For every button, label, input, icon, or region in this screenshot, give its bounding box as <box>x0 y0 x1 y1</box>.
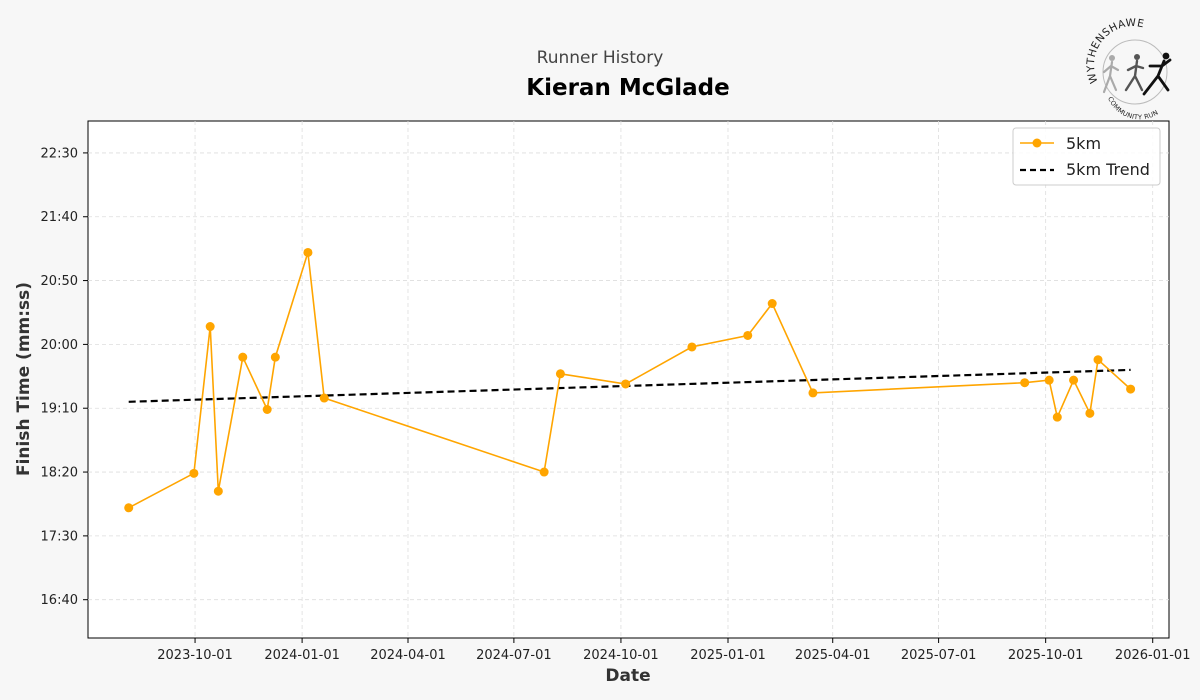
x-axis-label: Date <box>605 666 650 686</box>
data-point <box>1052 412 1062 422</box>
legend-5km-label: 5km <box>1066 134 1101 153</box>
data-point <box>189 468 199 478</box>
data-point <box>238 352 248 362</box>
data-point <box>303 247 313 257</box>
data-point <box>262 404 272 414</box>
x-tick-label: 2026-01-01 <box>1115 648 1191 663</box>
data-point <box>1093 355 1103 365</box>
series-layer <box>124 247 1136 513</box>
x-tick-label: 2025-07-01 <box>901 648 977 663</box>
data-point <box>205 322 215 332</box>
legend-trend-label: 5km Trend <box>1066 160 1150 179</box>
y-tick-label: 21:40 <box>41 210 78 225</box>
y-tick-label: 19:10 <box>41 402 78 417</box>
data-point <box>270 352 280 362</box>
x-tick-label: 2024-10-01 <box>583 648 659 663</box>
data-point <box>1126 384 1136 394</box>
data-point <box>687 342 697 352</box>
data-point <box>1085 408 1095 418</box>
chart-subtitle: Runner History <box>537 48 664 68</box>
axis-ticks: 2023-10-01 2024-01-01 2024-04-01 2024-07-01… <box>41 146 1191 663</box>
x-tick-label: 2024-01-01 <box>264 648 340 663</box>
x-tick-label: 2025-01-01 <box>690 648 766 663</box>
y-tick-label: 17:30 <box>41 529 78 544</box>
y-tick-label: 22:30 <box>41 146 78 161</box>
data-point <box>1044 375 1054 385</box>
data-point <box>555 369 565 379</box>
x-tick-label: 2023-10-01 <box>157 648 233 663</box>
data-point <box>124 503 134 513</box>
data-point <box>767 299 777 309</box>
data-point <box>808 388 818 398</box>
runners-logo-icon: WYTHENSHAWE COMMUNITY RUN <box>1085 17 1172 121</box>
y-tick-label: 20:00 <box>41 338 78 353</box>
y-tick-label: 16:40 <box>41 593 78 608</box>
x-tick-label: 2024-07-01 <box>476 648 552 663</box>
legend: 5km 5km Trend <box>1012 127 1161 186</box>
data-point <box>539 467 549 477</box>
data-point <box>621 379 631 389</box>
x-tick-label: 2024-04-01 <box>370 648 446 663</box>
y-tick-label: 20:50 <box>41 274 78 289</box>
data-point <box>319 393 329 403</box>
legend-5km-marker <box>1032 138 1042 148</box>
y-axis-label: Finish Time (mm:ss) <box>14 282 34 476</box>
x-tick-label: 2025-10-01 <box>1008 648 1084 663</box>
y-tick-label: 18:20 <box>41 466 78 481</box>
data-point <box>213 486 223 496</box>
data-point <box>1069 375 1079 385</box>
data-point <box>743 330 753 340</box>
plot-area <box>87 120 1170 639</box>
data-point <box>1020 378 1030 388</box>
x-tick-label: 2025-04-01 <box>795 648 871 663</box>
grid <box>88 121 1169 638</box>
chart-title: Kieran McGlade <box>526 75 729 101</box>
